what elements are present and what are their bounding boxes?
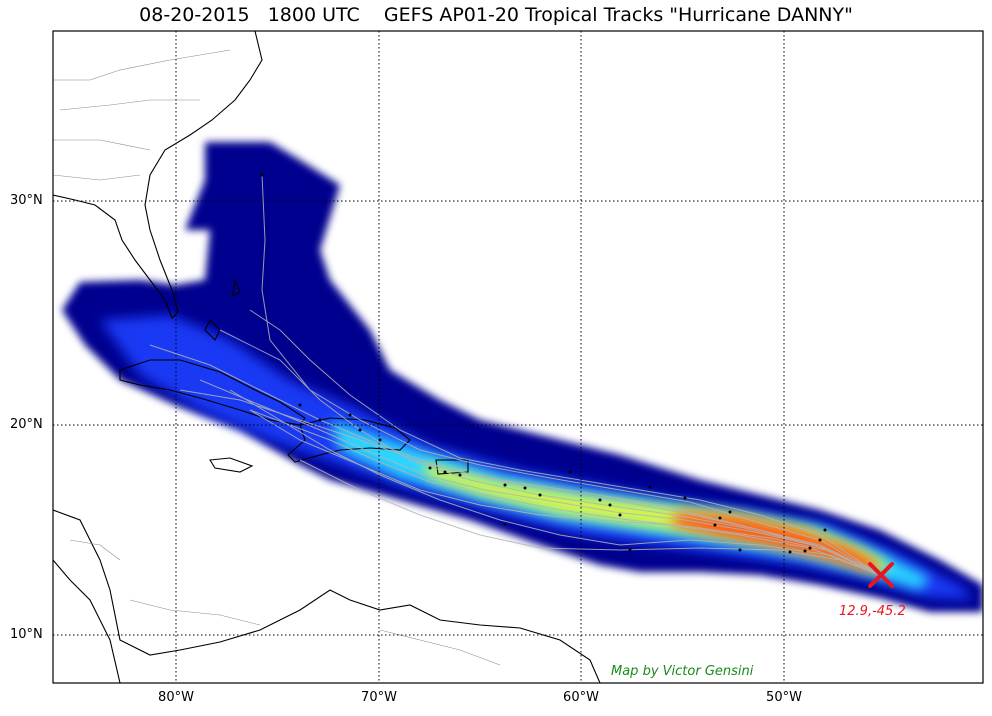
lat-label-10n: 10°N [10,627,43,642]
ensemble-tracks [149,174,881,576]
lat-label-30n: 30°N [10,193,43,208]
map-title: 08-20-2015 1800 UTC GEFS AP01-20 Tropica… [139,4,853,26]
lat-label-20n: 20°N [10,417,43,432]
track-density-yellow [420,462,890,573]
map-frame [52,30,984,684]
track-density-outer [62,142,983,612]
lon-label-60w: 60°W [563,690,599,705]
track-points [260,173,827,554]
storm-x-marker [868,562,894,588]
coastlines [53,31,601,683]
map-credit: Map by Victor Gensini [611,664,754,679]
graticule [53,31,983,683]
storm-coordinate-label: 12.9,-45.2 [839,604,906,619]
lon-label-50w: 50°W [766,690,802,705]
lon-label-80w: 80°W [158,690,194,705]
lon-label-70w: 70°W [361,690,397,705]
borders [53,49,501,666]
